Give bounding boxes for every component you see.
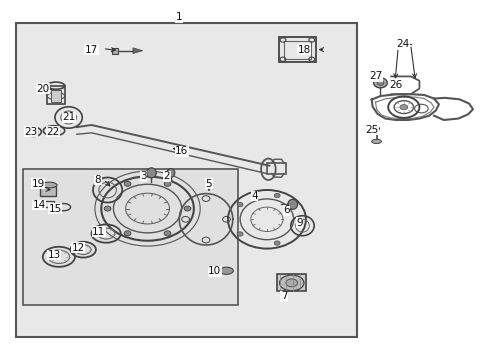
Bar [40, 186, 56, 196]
Ellipse shape [274, 241, 280, 245]
Polygon shape [133, 48, 143, 54]
Ellipse shape [374, 126, 379, 131]
Bar [112, 48, 118, 54]
Bar [16, 23, 357, 337]
Ellipse shape [104, 206, 111, 211]
Ellipse shape [124, 181, 131, 186]
Bar [51, 90, 61, 102]
Text: 1: 1 [176, 13, 183, 22]
Ellipse shape [41, 182, 57, 188]
Ellipse shape [274, 193, 280, 198]
Text: 23: 23 [24, 127, 37, 137]
Bar [277, 274, 306, 292]
Ellipse shape [164, 181, 171, 186]
Text: 10: 10 [208, 266, 221, 276]
Ellipse shape [237, 202, 243, 207]
Ellipse shape [164, 231, 171, 236]
Text: 9: 9 [296, 218, 303, 228]
Text: 6: 6 [283, 205, 290, 215]
Text: 3: 3 [140, 171, 147, 181]
Ellipse shape [372, 139, 381, 144]
Ellipse shape [374, 78, 387, 88]
Text: 15: 15 [49, 203, 62, 213]
Text: 27: 27 [369, 71, 382, 81]
Text: 12: 12 [72, 243, 85, 253]
Ellipse shape [280, 275, 304, 291]
Bar [47, 86, 65, 104]
Text: 16: 16 [175, 147, 188, 157]
Text: 14: 14 [33, 200, 46, 210]
Text: 17: 17 [85, 45, 98, 55]
Text: 13: 13 [48, 250, 61, 260]
Ellipse shape [184, 206, 191, 211]
Text: 4: 4 [251, 191, 258, 201]
Ellipse shape [167, 168, 175, 177]
Ellipse shape [400, 105, 408, 110]
Ellipse shape [147, 168, 156, 178]
Ellipse shape [377, 80, 384, 85]
Text: 24: 24 [397, 39, 410, 49]
Bar [24, 169, 238, 305]
Text: 22: 22 [46, 127, 59, 137]
Text: 21: 21 [62, 112, 75, 122]
Bar [44, 202, 54, 207]
Ellipse shape [124, 231, 131, 236]
Text: 5: 5 [206, 179, 212, 189]
Text: 26: 26 [390, 80, 403, 90]
Ellipse shape [288, 199, 297, 209]
Text: 7: 7 [281, 291, 287, 301]
Text: 20: 20 [36, 84, 49, 94]
Ellipse shape [297, 217, 303, 221]
Text: 8: 8 [95, 175, 101, 185]
Text: 11: 11 [92, 227, 105, 237]
Ellipse shape [286, 279, 297, 287]
Ellipse shape [220, 267, 233, 274]
Text: 25: 25 [365, 125, 378, 135]
Ellipse shape [237, 232, 243, 236]
Bar [267, 163, 287, 174]
Text: 18: 18 [298, 45, 311, 55]
Bar [279, 37, 316, 62]
Bar [284, 41, 311, 59]
Text: 2: 2 [164, 171, 171, 181]
Text: 19: 19 [32, 179, 45, 189]
